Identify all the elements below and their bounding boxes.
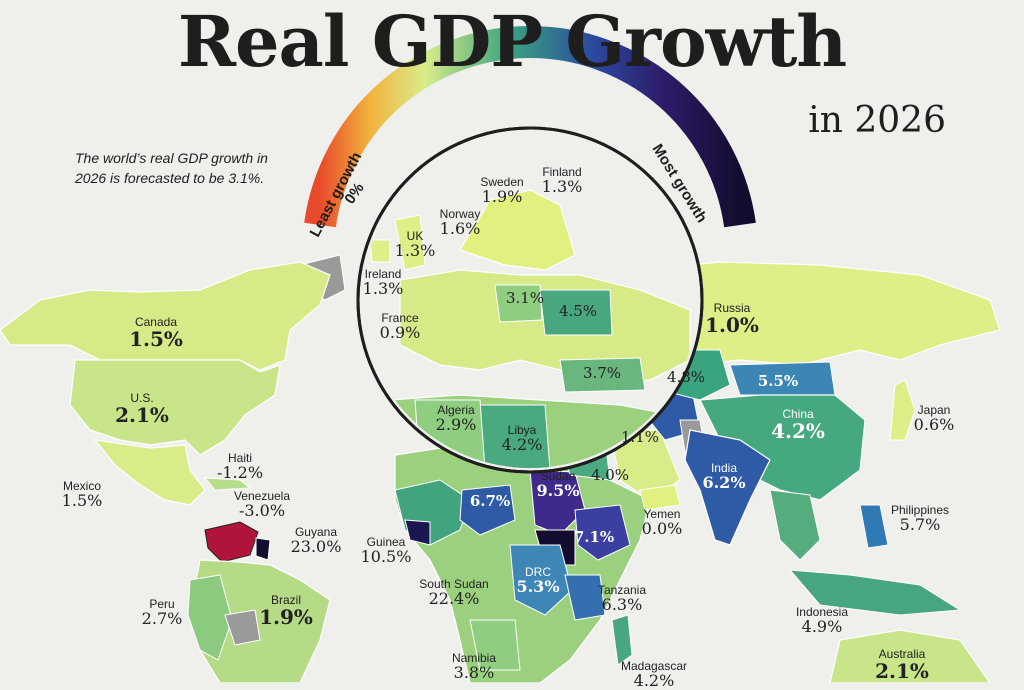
germany-shape [494,284,543,323]
label-drc: DRC 5.3% [516,565,560,596]
label-canada: Canada 1.5% [129,315,183,351]
tanzania-shape [564,574,606,621]
label-finland: Finland 1.3% [541,165,583,196]
us-shape [69,359,281,456]
label-philippines: Philippines 5.7% [890,503,950,534]
guyana-shape [255,537,271,561]
page-subtitle: in 2026 [808,100,946,141]
label-south-sudan: South Sudan 22.4% [419,577,489,608]
label-brazil: Brazil 1.9% [259,593,313,629]
japan-shape [889,379,916,441]
label-venezuela: Venezuela -3.0% [233,489,291,520]
ireland-shape [369,239,391,263]
value-saudi-arabia: 1.1% [620,428,660,446]
label-namibia: Namibia 3.8% [451,651,497,682]
sudan-shape [529,469,586,536]
mexico-shape [93,439,206,506]
namibia-shape [469,619,521,671]
label-russia: Russia 1.0% [705,301,759,337]
indonesia-shape [788,569,962,616]
label-tanzania: Tanzania 6.3% [597,583,647,614]
guinea-shape [404,519,431,546]
value-ukraine: 4.5% [558,302,598,320]
value-nigeria: 6.7% [469,492,511,510]
caribbean-shape [203,477,252,491]
philippines-shape [859,504,889,549]
label-guinea: Guinea 10.5% [360,535,412,566]
india-shape [684,429,771,546]
value-germany: 3.1% [505,289,545,307]
madagascar-shape [611,614,633,666]
canada-shape [0,261,331,371]
legend-color-arc [304,26,756,228]
label-indonesia: Indonesia 4.9% [795,605,849,636]
label-haiti: Haiti -1.2% [216,451,264,482]
label-algeria: Algeria 2.9% [435,403,477,434]
value-ethiopia: 7.1% [573,528,615,546]
value-uzbekistan: 4.8% [666,368,706,386]
label-norway: Norway 1.6% [439,207,481,238]
bolivia-shape [224,609,261,646]
uk-shape [394,214,426,271]
ukraine-shape [539,289,613,336]
label-mexico: Mexico 1.5% [61,479,103,510]
label-madagascar: Madagascar 4.2% [620,659,688,690]
label-yemen: Yemen 0.0% [641,507,683,538]
label-guyana: Guyana 23.0% [290,525,342,556]
label-sweden: Sweden 1.9% [480,175,524,206]
label-peru: Peru 2.7% [141,597,183,628]
label-france: France 0.9% [379,311,421,342]
label-india: India 6.2% [702,461,746,492]
australia-shape [829,629,991,683]
label-australia: Australia 2.1% [875,647,929,683]
yemen-shape [639,484,681,511]
turkey-shape [559,357,646,393]
value-mongolia: 5.5% [757,372,799,390]
label-sudan: Sudan 9.5% [536,469,580,500]
label-china: China 4.2% [771,407,825,443]
drc-shape [509,544,573,616]
scandinavia-shape [459,189,576,271]
page-title: Real GDP Growth [177,0,847,83]
se-asia-shape [769,489,821,561]
label-uk: UK 1.3% [394,229,436,260]
value-turkey: 3.7% [582,364,622,382]
nigeria-shape [459,484,516,536]
label-us: U.S. 2.1% [115,391,169,427]
label-japan: Japan 0.6% [913,403,955,434]
ethiopia-shape [574,504,631,561]
venezuela-shape [204,521,259,563]
value-egypt: 4.0% [590,466,630,484]
summary-note: The world’s real GDP growth in 2026 is f… [75,150,268,186]
peru-shape [187,574,233,661]
label-ireland: Ireland 1.3% [362,267,404,298]
label-libya: Libya 4.2% [501,423,543,454]
